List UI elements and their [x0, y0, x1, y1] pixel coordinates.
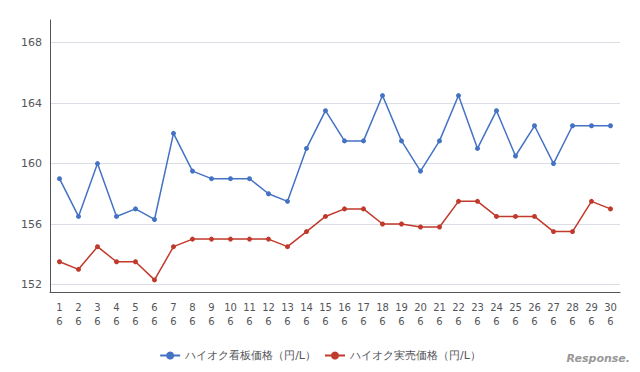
svg-text:5: 5 [132, 302, 138, 313]
svg-text:6: 6 [474, 316, 480, 327]
svg-text:6: 6 [398, 316, 404, 327]
svg-text:1: 1 [56, 302, 62, 313]
svg-text:6: 6 [303, 316, 309, 327]
svg-text:26: 26 [528, 302, 541, 313]
svg-text:9: 9 [208, 302, 214, 313]
svg-text:6: 6 [151, 302, 157, 313]
svg-text:8: 8 [189, 302, 195, 313]
svg-text:168: 168 [21, 36, 42, 49]
svg-text:7: 7 [170, 302, 176, 313]
svg-text:28: 28 [566, 302, 579, 313]
svg-text:12: 12 [262, 302, 275, 313]
svg-text:6: 6 [379, 316, 385, 327]
svg-text:21: 21 [433, 302, 446, 313]
svg-text:ハイオク看板価格（円/L）: ハイオク看板価格（円/L） [184, 349, 316, 362]
svg-text:6: 6 [151, 316, 157, 327]
svg-text:27: 27 [547, 302, 560, 313]
svg-text:19: 19 [395, 302, 408, 313]
svg-text:6: 6 [94, 316, 100, 327]
svg-text:6: 6 [56, 316, 62, 327]
svg-text:6: 6 [246, 316, 252, 327]
svg-text:11: 11 [243, 302, 256, 313]
svg-text:17: 17 [357, 302, 370, 313]
svg-text:22: 22 [452, 302, 465, 313]
svg-text:ハイオク実売価格（円/L）: ハイオク実売価格（円/L） [349, 349, 481, 362]
svg-text:6: 6 [113, 316, 119, 327]
svg-text:6: 6 [417, 316, 423, 327]
svg-text:6: 6 [569, 316, 575, 327]
svg-text:6: 6 [550, 316, 556, 327]
svg-text:6: 6 [588, 316, 594, 327]
svg-text:25: 25 [509, 302, 522, 313]
svg-text:14: 14 [300, 302, 313, 313]
svg-text:3: 3 [94, 302, 100, 313]
svg-text:30: 30 [604, 302, 617, 313]
svg-text:15: 15 [319, 302, 332, 313]
svg-text:10: 10 [224, 302, 237, 313]
svg-text:6: 6 [170, 316, 176, 327]
svg-text:20: 20 [414, 302, 427, 313]
svg-text:24: 24 [490, 302, 503, 313]
svg-text:6: 6 [360, 316, 366, 327]
svg-text:164: 164 [21, 97, 42, 110]
svg-text:6: 6 [512, 316, 518, 327]
svg-text:156: 156 [21, 218, 42, 231]
svg-text:Response.: Response. [567, 352, 630, 365]
svg-text:23: 23 [471, 302, 484, 313]
svg-text:6: 6 [227, 316, 233, 327]
svg-text:13: 13 [281, 302, 294, 313]
svg-text:160: 160 [21, 157, 42, 170]
svg-text:152: 152 [21, 278, 42, 291]
svg-text:18: 18 [376, 302, 389, 313]
svg-text:6: 6 [322, 316, 328, 327]
svg-text:6: 6 [189, 316, 195, 327]
svg-text:2: 2 [75, 302, 81, 313]
svg-text:29: 29 [585, 302, 598, 313]
svg-text:6: 6 [75, 316, 81, 327]
svg-text:6: 6 [284, 316, 290, 327]
svg-text:6: 6 [265, 316, 271, 327]
svg-text:6: 6 [132, 316, 138, 327]
svg-text:6: 6 [208, 316, 214, 327]
svg-text:6: 6 [455, 316, 461, 327]
svg-text:4: 4 [113, 302, 119, 313]
svg-text:6: 6 [607, 316, 613, 327]
svg-text:6: 6 [531, 316, 537, 327]
svg-text:6: 6 [436, 316, 442, 327]
svg-text:6: 6 [493, 316, 499, 327]
svg-text:16: 16 [338, 302, 351, 313]
svg-text:6: 6 [341, 316, 347, 327]
